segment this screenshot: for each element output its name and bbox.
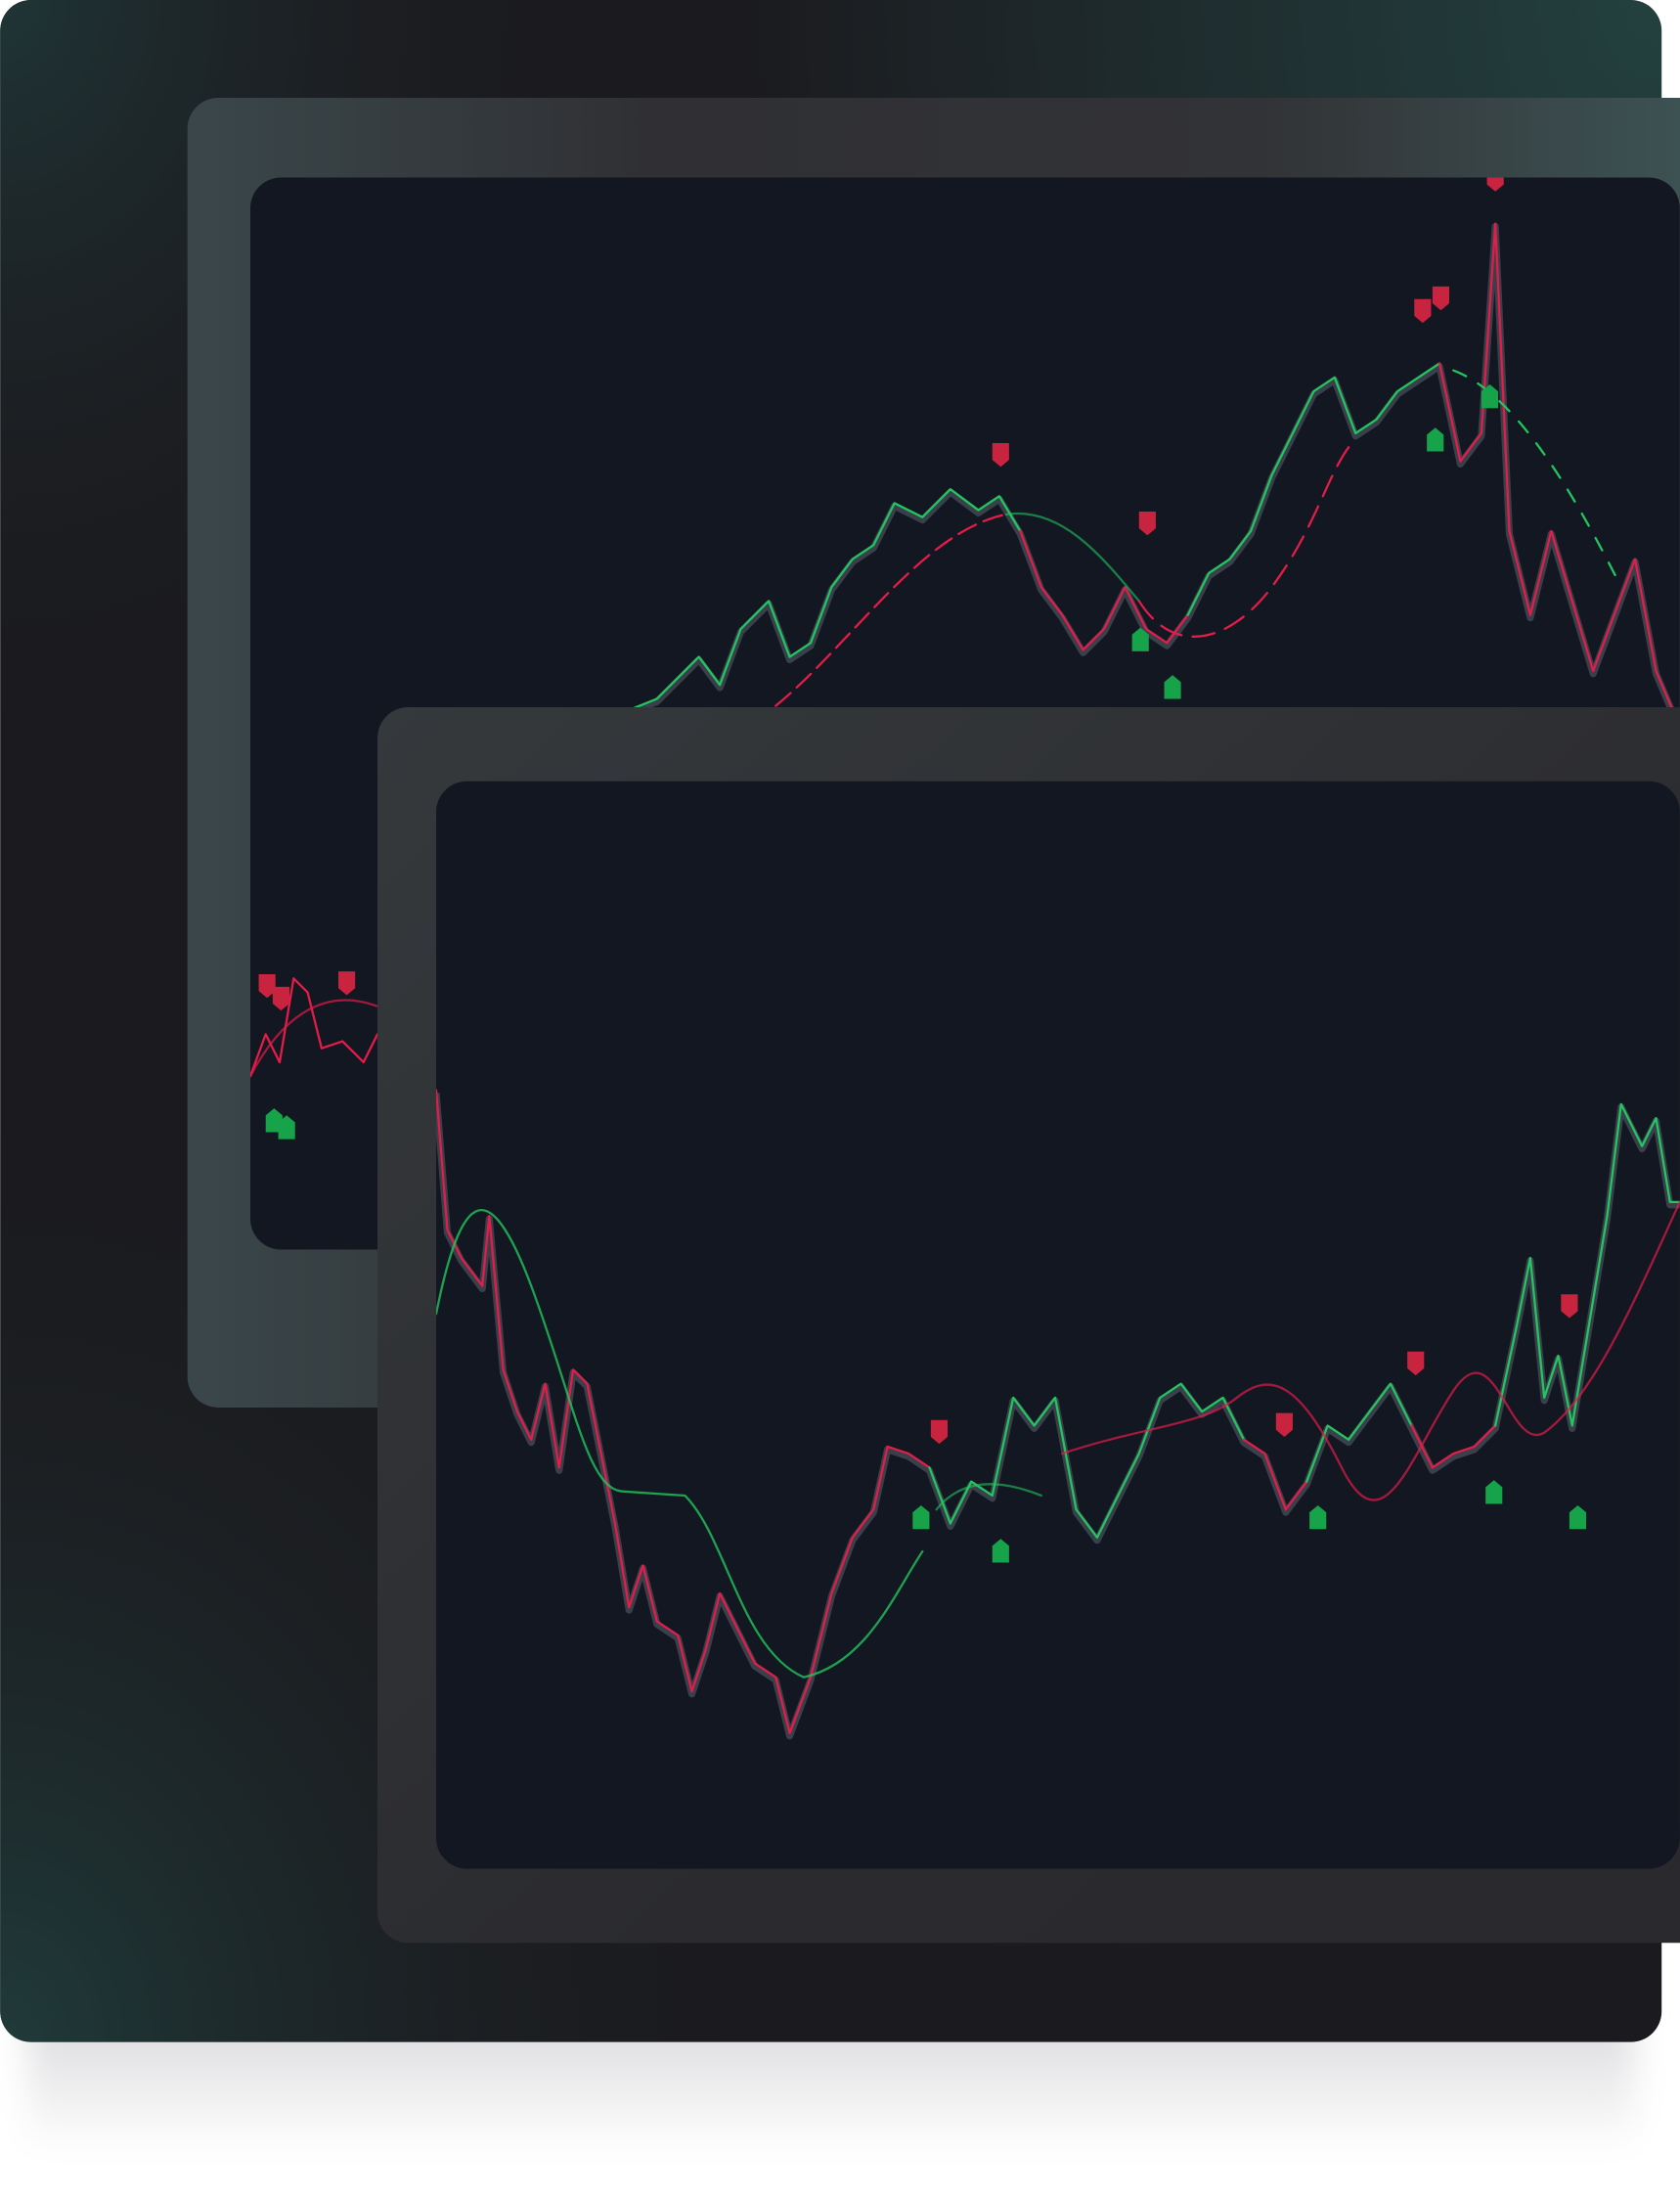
chart-illustration: [249, 177, 1680, 1140]
chart-illustration: [436, 1089, 1680, 1740]
chart-panel: [436, 781, 1680, 1869]
